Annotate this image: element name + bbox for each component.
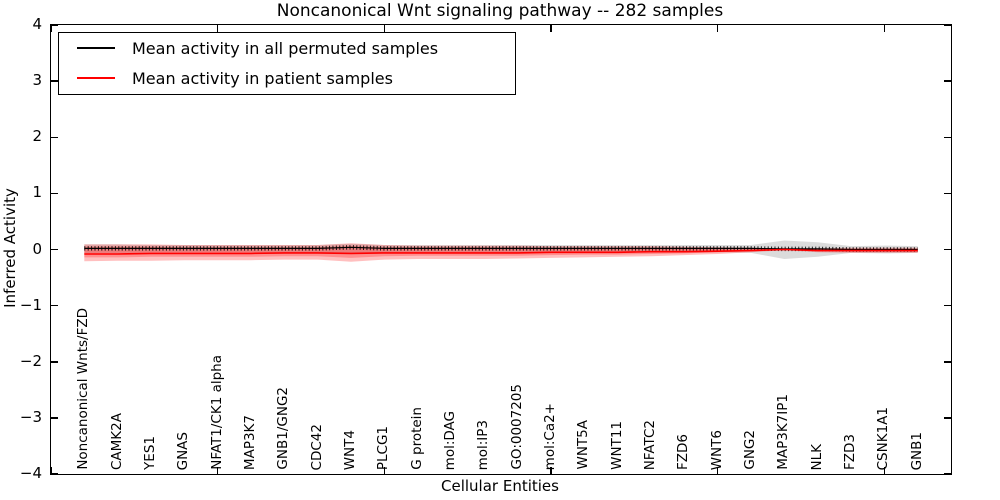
y-tick-left--3	[51, 417, 58, 419]
x-tick-top-15	[550, 25, 552, 32]
x-category-label-2: CAMK2A	[108, 413, 125, 470]
x-category-label-14: GO:0007205	[508, 384, 525, 470]
x-tick-bottom-20	[716, 467, 719, 474]
legend-label-permuted: Mean activity in all permuted samples	[132, 38, 439, 58]
legend-item-patient: Mean activity in patient samples	[59, 63, 515, 93]
x-tick-bottom-10	[383, 467, 386, 474]
y-axis-tick-labels: 4 3 2 1 0 −1 −2 −3 −4	[0, 15, 44, 482]
x-category-label-4: GNAS	[175, 431, 192, 470]
y-tick-right-4	[944, 24, 951, 26]
x-category-label-20: WNT6	[708, 429, 725, 470]
chart-canvas	[84, 240, 918, 262]
y-tick-label--1: −1	[19, 295, 42, 314]
y-tick-label--4: −4	[19, 464, 42, 482]
permuted-sample-markers	[84, 245, 918, 252]
x-category-label-7: GNB1/GNG2	[275, 387, 292, 470]
patient-mean-line	[84, 248, 918, 255]
plot-area: Noncanonical Wnts/FZD CAMK2A YES1 GNAS NFAT1…	[50, 24, 952, 475]
y-tick-right--3	[944, 417, 951, 419]
y-tick-right--1	[944, 304, 951, 307]
permuted-line-swatch	[77, 47, 115, 49]
y-tick-right-1	[944, 192, 951, 195]
x-category-label-25: CSNK1A1	[875, 406, 892, 470]
x-category-label-16: WNT5A	[575, 420, 592, 470]
y-tick-right-0	[944, 248, 951, 251]
x-tick-bottom-5	[216, 467, 219, 474]
legend-label-patient: Mean activity in patient samples	[132, 68, 393, 88]
x-category-label-1: Noncanonical Wnts/FZD	[75, 308, 92, 470]
x-category-label-21: GNG2	[742, 430, 758, 470]
x-axis-label: Cellular Entities	[441, 477, 559, 495]
y-tick-left--4	[51, 473, 58, 475]
x-category-label-26: GNB1	[908, 431, 925, 470]
x-category-label-13: mol:IP3	[475, 419, 492, 470]
y-tick-label-2: 2	[32, 127, 42, 146]
x-category-label-15: mol:Ca2+	[542, 402, 558, 470]
y-tick-label-4: 4	[32, 15, 42, 33]
x-tick-top-20	[716, 25, 719, 32]
x-category-label-19: FZD6	[675, 434, 692, 470]
x-tick-top-25	[883, 25, 886, 32]
y-tick-label-1: 1	[32, 183, 42, 202]
x-category-label-11: G protein	[408, 407, 425, 470]
y-tick-left-0	[51, 248, 58, 251]
x-tick-bottom-15	[550, 467, 552, 474]
y-tick-label-3: 3	[32, 71, 42, 90]
y-tick-right-3	[944, 80, 951, 82]
y-tick-left-3	[51, 80, 58, 82]
x-category-label-9: WNT4	[342, 429, 358, 470]
y-tick-left--1	[51, 304, 58, 307]
y-tick-label-0: 0	[32, 239, 42, 258]
y-tick-left-1	[51, 192, 58, 195]
x-category-label-8: CDC42	[308, 423, 325, 470]
y-tick-left-2	[51, 136, 58, 138]
x-category-label-5: NFAT1/CK1 alpha	[208, 355, 225, 470]
y-tick-left--2	[51, 361, 58, 363]
chart-title: Noncanonical Wnt signaling pathway -- 28…	[276, 1, 724, 21]
x-category-label-23: NLK	[808, 443, 825, 470]
x-category-label-18: NFATC2	[642, 419, 658, 470]
y-tick-label--2: −2	[19, 351, 42, 370]
legend-item-permuted: Mean activity in all permuted samples	[59, 33, 515, 63]
legend-box: Mean activity in all permuted samples Me…	[58, 32, 516, 95]
y-tick-right--2	[944, 361, 951, 363]
y-tick-label--3: −3	[19, 407, 42, 426]
x-category-label-6: MAP3K7	[242, 414, 258, 470]
permuted-samples-spread-area	[84, 240, 918, 259]
x-category-label-22: MAP3K7IP1	[775, 394, 792, 470]
x-category-label-10: PLCG1	[375, 425, 392, 470]
patient-line-swatch	[77, 77, 115, 79]
x-tick-bottom-0	[50, 467, 52, 474]
x-tick-top-0	[50, 25, 52, 32]
y-tick-right-2	[944, 136, 951, 138]
x-category-label-24: FZD3	[842, 434, 858, 470]
x-tick-top-10	[383, 25, 386, 32]
x-category-label-3: YES1	[142, 436, 158, 470]
x-category-label-17: WNT11	[608, 421, 625, 470]
y-tick-left-4	[51, 24, 58, 26]
y-tick-right--4	[944, 473, 951, 475]
x-category-label-12: mol:DAG	[442, 410, 458, 470]
x-tick-bottom-25	[883, 467, 886, 474]
x-tick-top-5	[216, 25, 219, 32]
